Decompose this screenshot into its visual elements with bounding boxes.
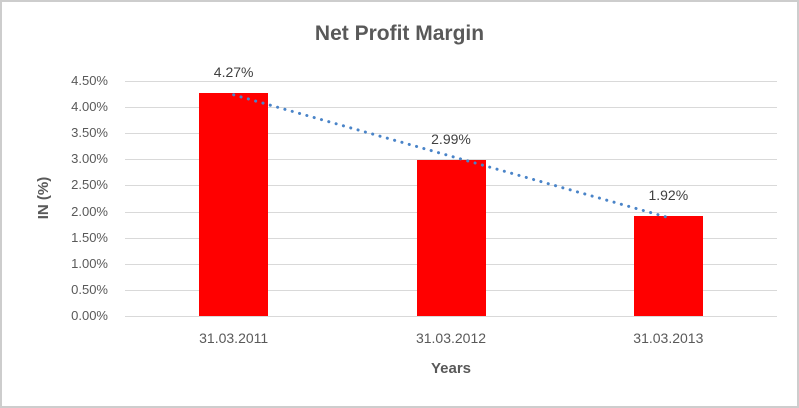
y-tick-label: 3.50%: [71, 125, 108, 141]
gridline: [125, 133, 777, 135]
y-tick-label: 0.50%: [71, 281, 108, 297]
y-tick-label: 2.50%: [71, 177, 108, 193]
gridline: [125, 159, 777, 161]
gridline: [125, 81, 777, 82]
data-label: 2.99%: [431, 130, 471, 147]
y-tick-label: 0.00%: [71, 308, 108, 323]
chart-title[interactable]: Net Profit Margin: [314, 22, 485, 45]
bar-31.03.2013[interactable]: [633, 215, 703, 316]
y-tick-label: 4.00%: [71, 99, 108, 115]
y-axis-title[interactable]: IN (%): [35, 176, 52, 220]
bar-31.03.2011[interactable]: [199, 93, 269, 316]
y-tick-label: 3.00%: [71, 151, 108, 167]
plot-area: 4.27% 2.99% 1.92%: [125, 64, 777, 317]
gridline: [125, 316, 777, 317]
y-tick-label: 4.50%: [71, 73, 108, 88]
data-label: 1.92%: [648, 186, 689, 203]
x-tick-label: 31.03.2013: [633, 330, 704, 346]
trendline[interactable]: [125, 81, 777, 316]
data-label: 4.27%: [213, 64, 254, 81]
y-tick-label: 2.00%: [71, 203, 108, 219]
x-axis-title[interactable]: Years: [430, 360, 472, 377]
gridline: [125, 107, 777, 109]
x-tick-label: 31.03.2012: [415, 330, 487, 346]
y-tick-label: 1.50%: [71, 229, 108, 245]
bar-31.03.2012[interactable]: [416, 159, 486, 316]
x-tick-label: 31.03.2011: [199, 330, 269, 346]
y-tick-label: 1.00%: [71, 255, 108, 271]
